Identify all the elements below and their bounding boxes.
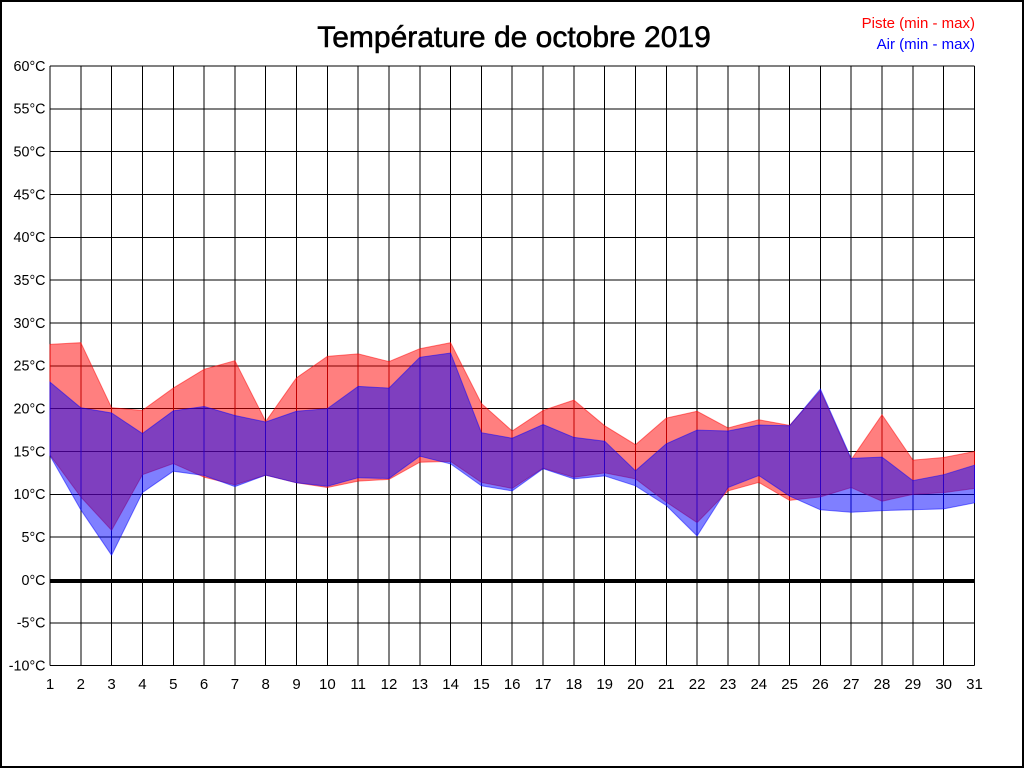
svg-text:14: 14 bbox=[442, 676, 459, 693]
svg-text:12: 12 bbox=[381, 676, 398, 693]
svg-text:23: 23 bbox=[720, 676, 737, 693]
svg-text:29: 29 bbox=[905, 676, 922, 693]
svg-text:31: 31 bbox=[966, 676, 983, 693]
svg-text:5: 5 bbox=[169, 676, 177, 693]
svg-text:5°C: 5°C bbox=[22, 530, 46, 546]
svg-text:3: 3 bbox=[107, 676, 115, 693]
svg-text:21: 21 bbox=[658, 676, 675, 693]
svg-text:2: 2 bbox=[77, 676, 85, 693]
svg-text:9: 9 bbox=[292, 676, 300, 693]
svg-text:19: 19 bbox=[596, 676, 613, 693]
svg-text:-5°C: -5°C bbox=[17, 616, 46, 632]
svg-text:Piste (min - max): Piste (min - max) bbox=[862, 15, 975, 32]
svg-text:60°C: 60°C bbox=[14, 59, 46, 75]
svg-text:40°C: 40°C bbox=[14, 230, 46, 246]
svg-text:6: 6 bbox=[200, 676, 208, 693]
svg-text:15: 15 bbox=[473, 676, 490, 693]
svg-text:25°C: 25°C bbox=[14, 359, 46, 375]
svg-text:22: 22 bbox=[689, 676, 706, 693]
svg-text:28: 28 bbox=[874, 676, 891, 693]
svg-text:7: 7 bbox=[231, 676, 239, 693]
svg-text:25: 25 bbox=[781, 676, 798, 693]
svg-text:30: 30 bbox=[935, 676, 952, 693]
svg-text:-10°C: -10°C bbox=[9, 659, 46, 675]
svg-text:55°C: 55°C bbox=[14, 102, 46, 118]
svg-text:20: 20 bbox=[627, 676, 644, 693]
svg-text:4: 4 bbox=[138, 676, 146, 693]
svg-text:16: 16 bbox=[504, 676, 521, 693]
svg-text:8: 8 bbox=[262, 676, 270, 693]
svg-text:24: 24 bbox=[750, 676, 767, 693]
svg-text:10°C: 10°C bbox=[14, 487, 46, 503]
svg-text:10: 10 bbox=[319, 676, 336, 693]
svg-text:45°C: 45°C bbox=[14, 187, 46, 203]
svg-text:13: 13 bbox=[411, 676, 428, 693]
svg-text:1: 1 bbox=[46, 676, 54, 693]
svg-text:17: 17 bbox=[535, 676, 552, 693]
svg-text:27: 27 bbox=[843, 676, 860, 693]
svg-text:Air (min - max): Air (min - max) bbox=[877, 36, 975, 53]
svg-text:30°C: 30°C bbox=[14, 316, 46, 332]
svg-text:15°C: 15°C bbox=[14, 444, 46, 460]
svg-text:11: 11 bbox=[350, 676, 366, 693]
svg-text:35°C: 35°C bbox=[14, 273, 46, 289]
svg-text:0°C: 0°C bbox=[22, 573, 46, 589]
svg-text:20°C: 20°C bbox=[14, 402, 46, 418]
svg-text:26: 26 bbox=[812, 676, 829, 693]
svg-text:Température de octobre 2019: Température de octobre 2019 bbox=[317, 21, 711, 54]
svg-text:50°C: 50°C bbox=[14, 145, 46, 161]
svg-text:18: 18 bbox=[566, 676, 583, 693]
